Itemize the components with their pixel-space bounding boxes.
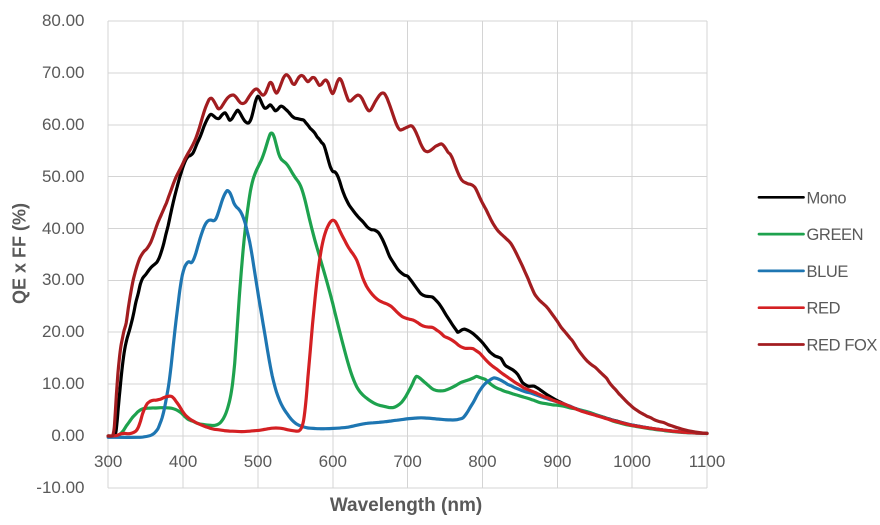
- svg-text:Mono: Mono: [807, 189, 847, 207]
- svg-text:GREEN: GREEN: [807, 226, 864, 244]
- svg-text:BLUE: BLUE: [807, 263, 849, 281]
- svg-text:RED FOX: RED FOX: [807, 337, 878, 355]
- svg-text:RED: RED: [807, 300, 841, 318]
